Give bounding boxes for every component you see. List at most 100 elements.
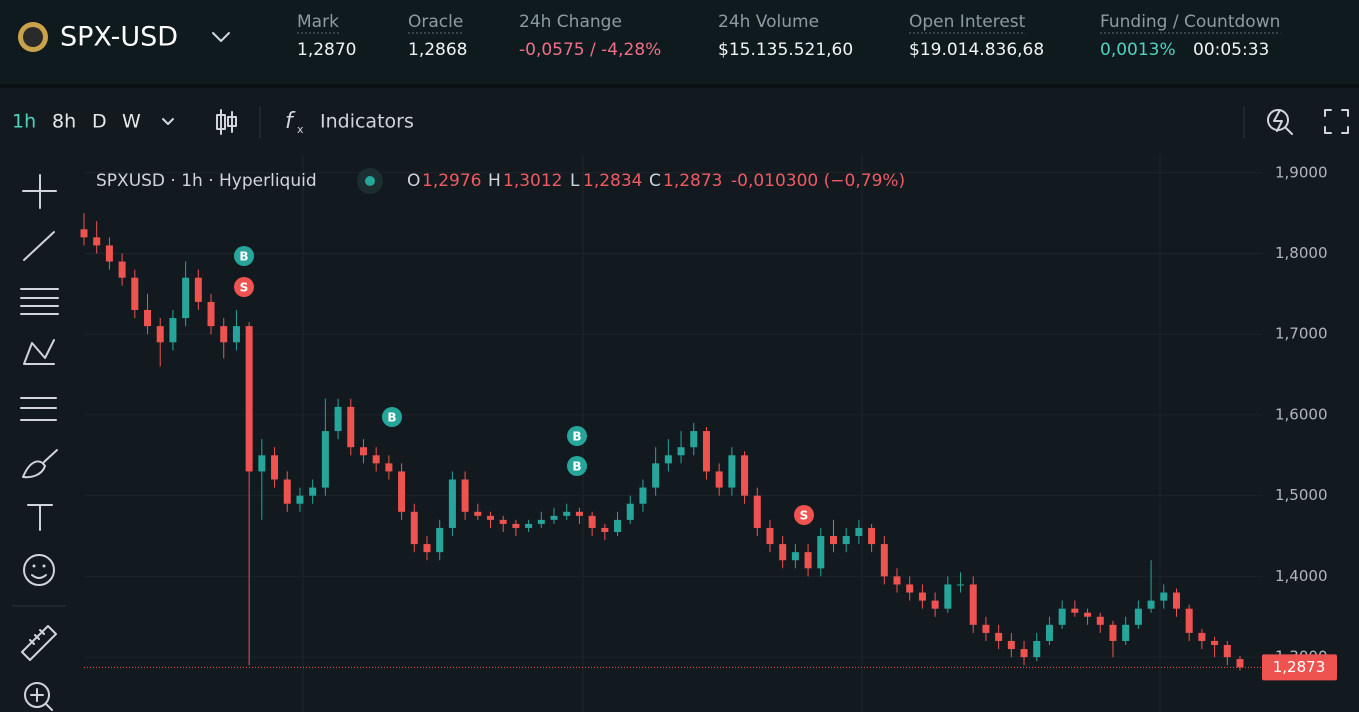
trade-marker[interactable] [234, 246, 254, 266]
candle-type-button[interactable] [216, 109, 237, 135]
candle-body [588, 515, 596, 528]
legend: SPXUSD · 1h · Hyperliquid O 1,2976 H 1,3012… [96, 168, 905, 194]
candle-body [80, 229, 88, 238]
ohlc-change: -0,010300 (−0,79%) [731, 171, 905, 191]
interval-dropdown[interactable] [162, 118, 174, 125]
candle-body [728, 455, 736, 488]
emoji-tool[interactable] [23, 554, 55, 586]
candle-body [232, 326, 240, 343]
trade-marker-label: B [572, 430, 581, 444]
candle-body [563, 511, 571, 516]
ohlc-key: H [488, 171, 501, 191]
candle-body [1033, 640, 1041, 658]
candle-body [893, 576, 901, 585]
y-tick-label: 1,4000 [1275, 567, 1328, 585]
zoom-tool[interactable] [24, 682, 53, 711]
pattern-tool[interactable] [23, 339, 55, 365]
projection-tool[interactable] [20, 397, 57, 421]
last-price-badge [1262, 654, 1337, 681]
ruler-tool[interactable] [21, 625, 57, 661]
ohlc-value: 1,2976 [422, 171, 481, 191]
candle-body [258, 455, 266, 472]
candle-body [131, 277, 139, 310]
interval-button[interactable]: W [122, 111, 141, 133]
fx-icon[interactable]: f [285, 109, 296, 134]
candle-body [309, 487, 317, 496]
candle-body [194, 277, 202, 302]
candle-body [906, 584, 914, 593]
trade-marker[interactable] [234, 277, 254, 297]
brush-tool[interactable] [22, 449, 58, 479]
candle-body [931, 600, 939, 609]
candle-body [1020, 649, 1028, 658]
candle-body [982, 624, 990, 633]
candle-body [1096, 616, 1104, 625]
candle-body [1198, 632, 1206, 641]
indicators-button[interactable]: Indicators [320, 111, 414, 133]
candle-body [677, 447, 685, 456]
fib-tool[interactable] [20, 288, 59, 315]
candle-body [283, 479, 291, 504]
candle-body [829, 536, 837, 545]
stat-label: 24h Volume [718, 12, 819, 32]
trendline-tool[interactable] [23, 231, 55, 261]
interval-button[interactable]: 8h [52, 111, 76, 133]
candle-body [410, 511, 418, 545]
stat-value: $15.135.521,60 [718, 40, 853, 60]
candle-body [575, 511, 583, 516]
candle-body [550, 515, 558, 520]
fullscreen-button[interactable] [1324, 109, 1349, 134]
trade-marker[interactable] [794, 505, 814, 525]
stat-label: 24h Change [519, 12, 622, 32]
y-tick-label: 1,7000 [1275, 325, 1328, 343]
stat-value: $19.014.836,68 [909, 40, 1044, 60]
candle-body [334, 406, 342, 432]
y-tick-label: 1,6000 [1275, 405, 1328, 423]
ohlc-key: C [649, 171, 661, 191]
crosshair-tool[interactable] [22, 174, 57, 209]
stat-value: -0,0575 / -4,28% [519, 40, 661, 60]
candle-body [499, 519, 507, 524]
replay-button[interactable] [1267, 109, 1293, 135]
candle-body [245, 326, 253, 472]
candle-body [880, 544, 888, 577]
stat-label: Open Interest [909, 12, 1026, 32]
stat-value: 1,2870 [297, 40, 356, 60]
candle-body [1211, 640, 1219, 645]
candle-body [271, 455, 279, 480]
candle-body [918, 592, 926, 601]
candle-body [525, 523, 533, 528]
candle-body [1109, 624, 1117, 641]
last-price-label: 1,2873 [1273, 658, 1326, 676]
stat-value: 0,0013% [1100, 40, 1176, 60]
candle-body [144, 309, 152, 327]
status-dot[interactable] [365, 176, 375, 186]
stat-label: Oracle [408, 12, 463, 32]
intervals: 1h 8h D W [12, 111, 141, 133]
candle-body [741, 455, 749, 496]
stats: Mark 1,2870 Oracle 1,2868 24h Change -0,0575 … [297, 12, 1281, 60]
candle-body [1160, 592, 1168, 601]
candle-body [512, 523, 520, 528]
trade-marker[interactable] [382, 407, 402, 427]
ohlc-key: L [570, 171, 580, 191]
candle-body [1147, 600, 1155, 609]
text-tool[interactable] [27, 504, 53, 531]
candle-body [944, 584, 952, 609]
candle-body [448, 479, 456, 528]
trade-marker[interactable] [567, 456, 587, 476]
trade-marker[interactable] [567, 426, 587, 446]
interval-button[interactable]: 1h [12, 111, 36, 133]
fx-icon-x: x [297, 123, 304, 136]
candle-body [169, 318, 177, 343]
symbol-dropdown[interactable] [212, 32, 230, 42]
symbol[interactable]: SPX-USD [60, 22, 178, 53]
candle-body [1045, 624, 1053, 641]
candle-body [664, 455, 672, 464]
ohlc-value: 1,2873 [663, 171, 722, 191]
candle-body [1084, 612, 1092, 617]
interval-button[interactable]: D [92, 111, 107, 133]
chart-panel [0, 88, 1359, 712]
candle-body [690, 431, 698, 448]
